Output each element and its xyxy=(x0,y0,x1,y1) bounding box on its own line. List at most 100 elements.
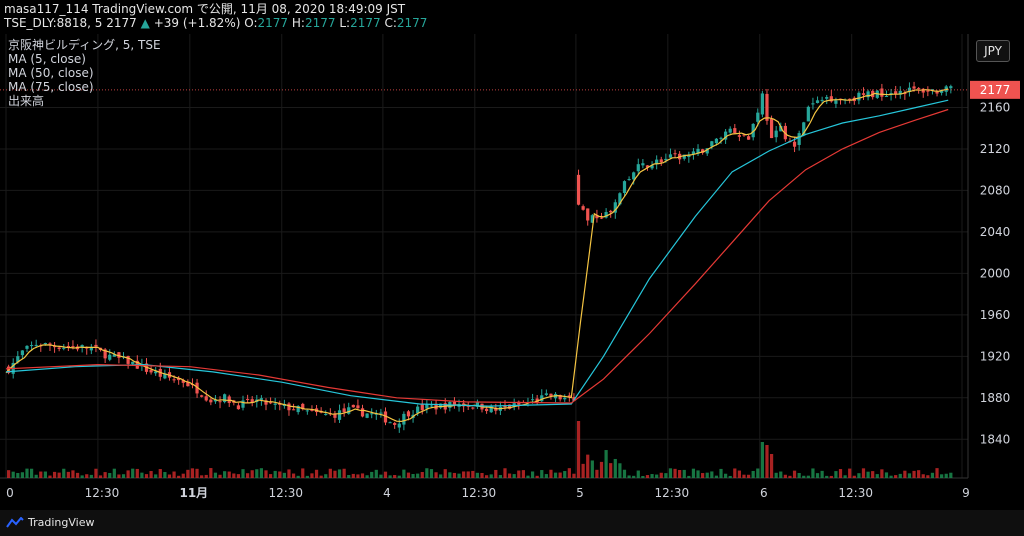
candle-body xyxy=(673,153,677,155)
candle-body xyxy=(820,99,824,101)
volume-bar xyxy=(241,469,245,478)
volume-bar xyxy=(379,474,383,478)
candle-body xyxy=(489,406,493,413)
volume-bar xyxy=(246,473,250,478)
price-chart[interactable]: 2177 1840 1880 1920 1960 2000 2040 2080 2120 2160… xyxy=(0,32,1024,510)
current-price-label-bg xyxy=(970,80,1020,99)
candle-body xyxy=(567,395,571,397)
volume-bar xyxy=(462,471,466,478)
volume-bar xyxy=(223,471,227,478)
candle-body xyxy=(636,164,640,172)
volume-bar xyxy=(475,472,480,478)
candle-body xyxy=(218,401,222,403)
volume-bar xyxy=(209,468,213,478)
candle-body xyxy=(668,154,673,158)
candle-body xyxy=(342,408,346,413)
candle-body xyxy=(154,371,158,374)
volume-bar xyxy=(7,470,11,478)
candle-body xyxy=(103,349,107,359)
candle-body xyxy=(760,93,764,115)
volume-bar xyxy=(52,471,57,478)
candle-body xyxy=(296,405,300,413)
volume-bar xyxy=(829,475,833,478)
volume-bar xyxy=(126,470,130,478)
volume-bar xyxy=(705,472,709,478)
candle-body xyxy=(558,395,562,400)
volume-bar xyxy=(889,475,893,478)
volume-bar xyxy=(903,470,907,478)
volume-bar xyxy=(425,468,429,478)
candle-body xyxy=(641,163,645,166)
volume-bar xyxy=(167,474,172,478)
volume-bar xyxy=(590,460,594,478)
volume-bar xyxy=(98,475,103,478)
volume-bar xyxy=(494,469,498,478)
volume-bar xyxy=(443,469,447,478)
candle-body xyxy=(356,405,360,409)
candle-body xyxy=(94,344,98,347)
volume-bar xyxy=(255,469,259,478)
candle-body xyxy=(89,346,93,351)
volume-bar xyxy=(190,468,195,478)
candle-body xyxy=(572,397,576,401)
volume-bar xyxy=(200,475,204,478)
candle-body xyxy=(57,347,61,349)
volume-bar xyxy=(259,468,264,478)
candle-body xyxy=(655,159,659,164)
volume-bar xyxy=(305,475,309,478)
legend-ma5[interactable]: MA (5, close) xyxy=(8,52,86,66)
legend-ma50[interactable]: MA (50, close) xyxy=(8,66,94,80)
legend-ma75[interactable]: MA (75, close) xyxy=(8,80,94,94)
volume-bar xyxy=(94,468,98,478)
volume-bar xyxy=(328,468,332,478)
candle-body xyxy=(632,172,636,180)
volume-bar xyxy=(452,472,457,478)
candle-body xyxy=(370,413,374,415)
volume-bar xyxy=(16,473,20,478)
volume-bar xyxy=(627,475,631,478)
chart-header: masa117_114 TradingView.com で公開, 11月 08,… xyxy=(0,0,1024,32)
volume-bar xyxy=(250,470,254,478)
candle-body xyxy=(857,92,861,101)
volume-bar xyxy=(383,471,388,478)
currency-button[interactable]: JPY xyxy=(976,40,1010,62)
candle-body xyxy=(912,86,916,89)
volume-bar xyxy=(158,469,162,478)
volume-bar xyxy=(632,475,636,478)
candle-body xyxy=(595,215,599,219)
volume-bar xyxy=(393,474,397,478)
legend-volume[interactable]: 出来高 xyxy=(8,94,45,108)
candle-body xyxy=(29,345,34,347)
ma50-line xyxy=(5,99,949,407)
candle-body xyxy=(696,148,700,154)
volume-bar xyxy=(507,473,512,478)
brand-label: TradingView xyxy=(28,516,95,529)
candle-body xyxy=(452,401,457,406)
volume-bar xyxy=(563,471,567,478)
candle-body xyxy=(172,379,176,381)
volume-bar xyxy=(360,473,365,478)
volume-bar xyxy=(586,454,590,478)
volume-bar xyxy=(930,472,935,478)
volume-bar xyxy=(599,461,604,478)
tradingview-logo[interactable]: TradingView xyxy=(6,516,94,529)
candle-body xyxy=(687,155,691,158)
candle-body xyxy=(802,122,806,136)
candle-body xyxy=(471,407,475,409)
candle-body xyxy=(530,399,535,401)
chart-legend: 京阪神ビルディング, 5, TSE MA (5, close) MA (50, … xyxy=(8,38,161,108)
candle-body xyxy=(163,373,167,379)
ohlc-line: TSE_DLY:8818, 5 2177 ▲ +39 (+1.82%) O:21… xyxy=(4,16,427,30)
current-price-label: 2177 xyxy=(980,83,1011,97)
volume-bar xyxy=(351,473,355,478)
candle-body xyxy=(926,90,930,92)
volume-bar xyxy=(912,470,916,478)
x-tick-label: 12:30 xyxy=(838,486,873,500)
volume-bar xyxy=(342,468,346,478)
candle-body xyxy=(195,382,199,394)
candle-body xyxy=(200,395,204,397)
candle-body xyxy=(291,409,296,411)
volume-bar xyxy=(356,474,360,478)
volume-bar xyxy=(558,472,562,478)
y-tick-label: 2080 xyxy=(980,183,1011,197)
